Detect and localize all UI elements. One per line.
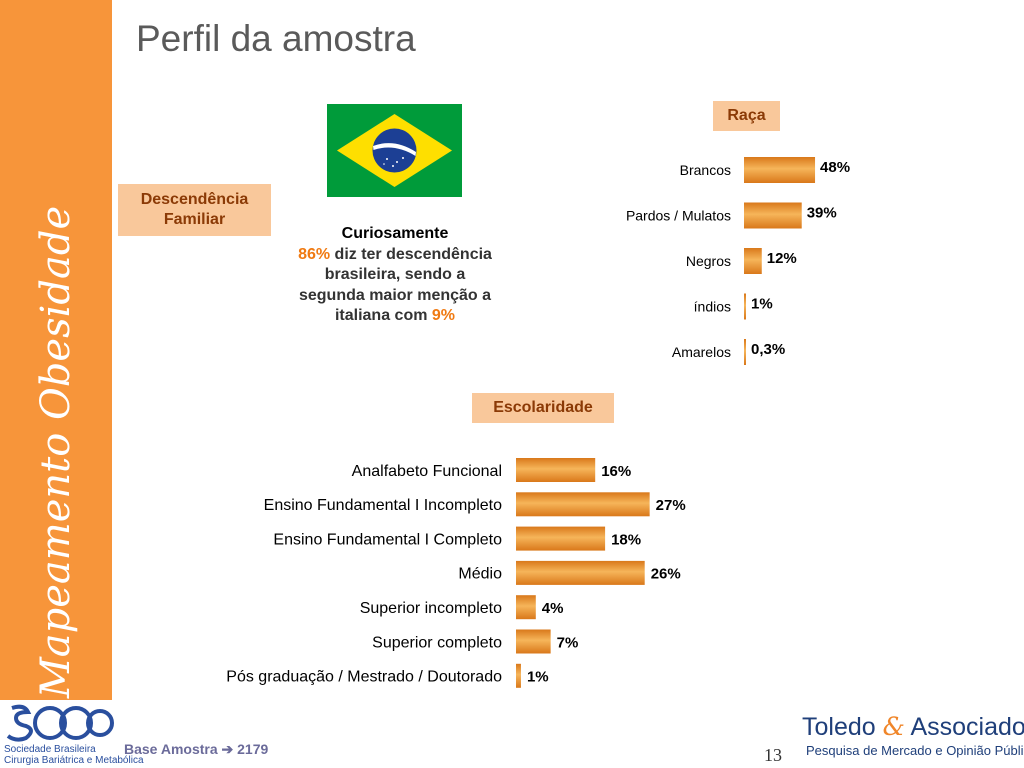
raca-bar — [744, 248, 762, 274]
page-number: 13 — [764, 745, 782, 765]
raca-category-label: Negros — [686, 253, 731, 269]
sidebar: Mapeamento Obesidade — [0, 0, 112, 700]
raca-value-label: 39% — [807, 205, 837, 222]
raca-value-label: 48% — [820, 159, 850, 176]
brand-logo: Toledo & Associados — [802, 712, 1024, 742]
raca-category-label: índios — [694, 299, 731, 315]
escolaridade-category-label: Superior completo — [372, 634, 502, 651]
escolaridade-value-label: 27% — [656, 497, 686, 514]
escolaridade-value-label: 18% — [611, 531, 641, 548]
brand-name-right: Associados — [910, 713, 1024, 741]
escolaridade-value-label: 7% — [557, 634, 579, 651]
raca-value-label: 0,3% — [751, 341, 785, 358]
escolaridade-bar — [516, 629, 551, 654]
escolaridade-value-label: 26% — [651, 566, 681, 583]
raca-value-label: 12% — [767, 250, 797, 267]
escolaridade-category-label: Superior incompleto — [360, 600, 502, 617]
escolaridade-label: Escolaridade — [472, 393, 614, 423]
page-title: Perfil da amostra — [136, 18, 416, 59]
raca-category-label: Pardos / Mulatos — [626, 208, 731, 224]
brazil-flag-icon — [327, 104, 462, 197]
escolaridade-value-label: 4% — [542, 600, 564, 617]
curiosity-pct-2: 9% — [431, 307, 456, 324]
escolaridade-bar — [516, 663, 521, 688]
raca-category-label: Brancos — [680, 162, 731, 178]
escolaridade-category-label: Médio — [458, 566, 502, 583]
raca-bar — [744, 202, 802, 229]
brand-name-left: Toledo — [802, 713, 876, 741]
escolaridade-bar — [516, 492, 650, 517]
raca-label: Raça — [713, 101, 780, 131]
escolaridade-value-label: 16% — [601, 463, 631, 480]
raca-bar — [744, 339, 746, 365]
brand-ampersand: & — [882, 712, 905, 741]
escolaridade-category-label: Analfabeto Funcional — [352, 463, 502, 480]
raca-category-label: Amarelos — [672, 344, 731, 360]
escolaridade-category-label: Ensino Fundamental I Incompleto — [264, 497, 502, 514]
raca-value-label: 1% — [751, 296, 773, 313]
society-line-2: Cirurgia Bariátrica e Metabólica — [4, 755, 144, 766]
sample-base: Base Amostra ➔ 2179 — [124, 741, 269, 757]
descendencia-label: Descendência Familiar — [118, 184, 271, 236]
escolaridade-bar — [516, 458, 596, 482]
curiosity-pct-1: 86% — [298, 245, 331, 263]
escolaridade-bar — [516, 526, 606, 551]
escolaridade-category-label: Pós graduação / Mestrado / Doutorado — [226, 669, 502, 686]
escolaridade-bar — [516, 560, 645, 585]
society-line-1: Sociedade Brasileira — [4, 744, 96, 755]
curiosity-note: Curiosamente 86% diz ter descendência bra… — [296, 224, 494, 327]
escolaridade-value-label: 1% — [527, 669, 549, 686]
brand-tagline: Pesquisa de Mercado e Opinião Pública — [806, 743, 1024, 758]
sbcbm-logo-icon — [6, 704, 114, 742]
curiosity-lead: Curiosamente — [341, 225, 449, 242]
escolaridade-bar — [516, 595, 536, 620]
curiosity-text: diz ter descendência brasileira, sendo a… — [298, 245, 492, 325]
society-name: Sociedade Brasileira Cirurgia Bariátrica… — [4, 744, 144, 766]
escolaridade-category-label: Ensino Fundamental I Completo — [273, 531, 502, 548]
raca-bar — [744, 293, 746, 320]
raca-bar — [744, 157, 816, 183]
